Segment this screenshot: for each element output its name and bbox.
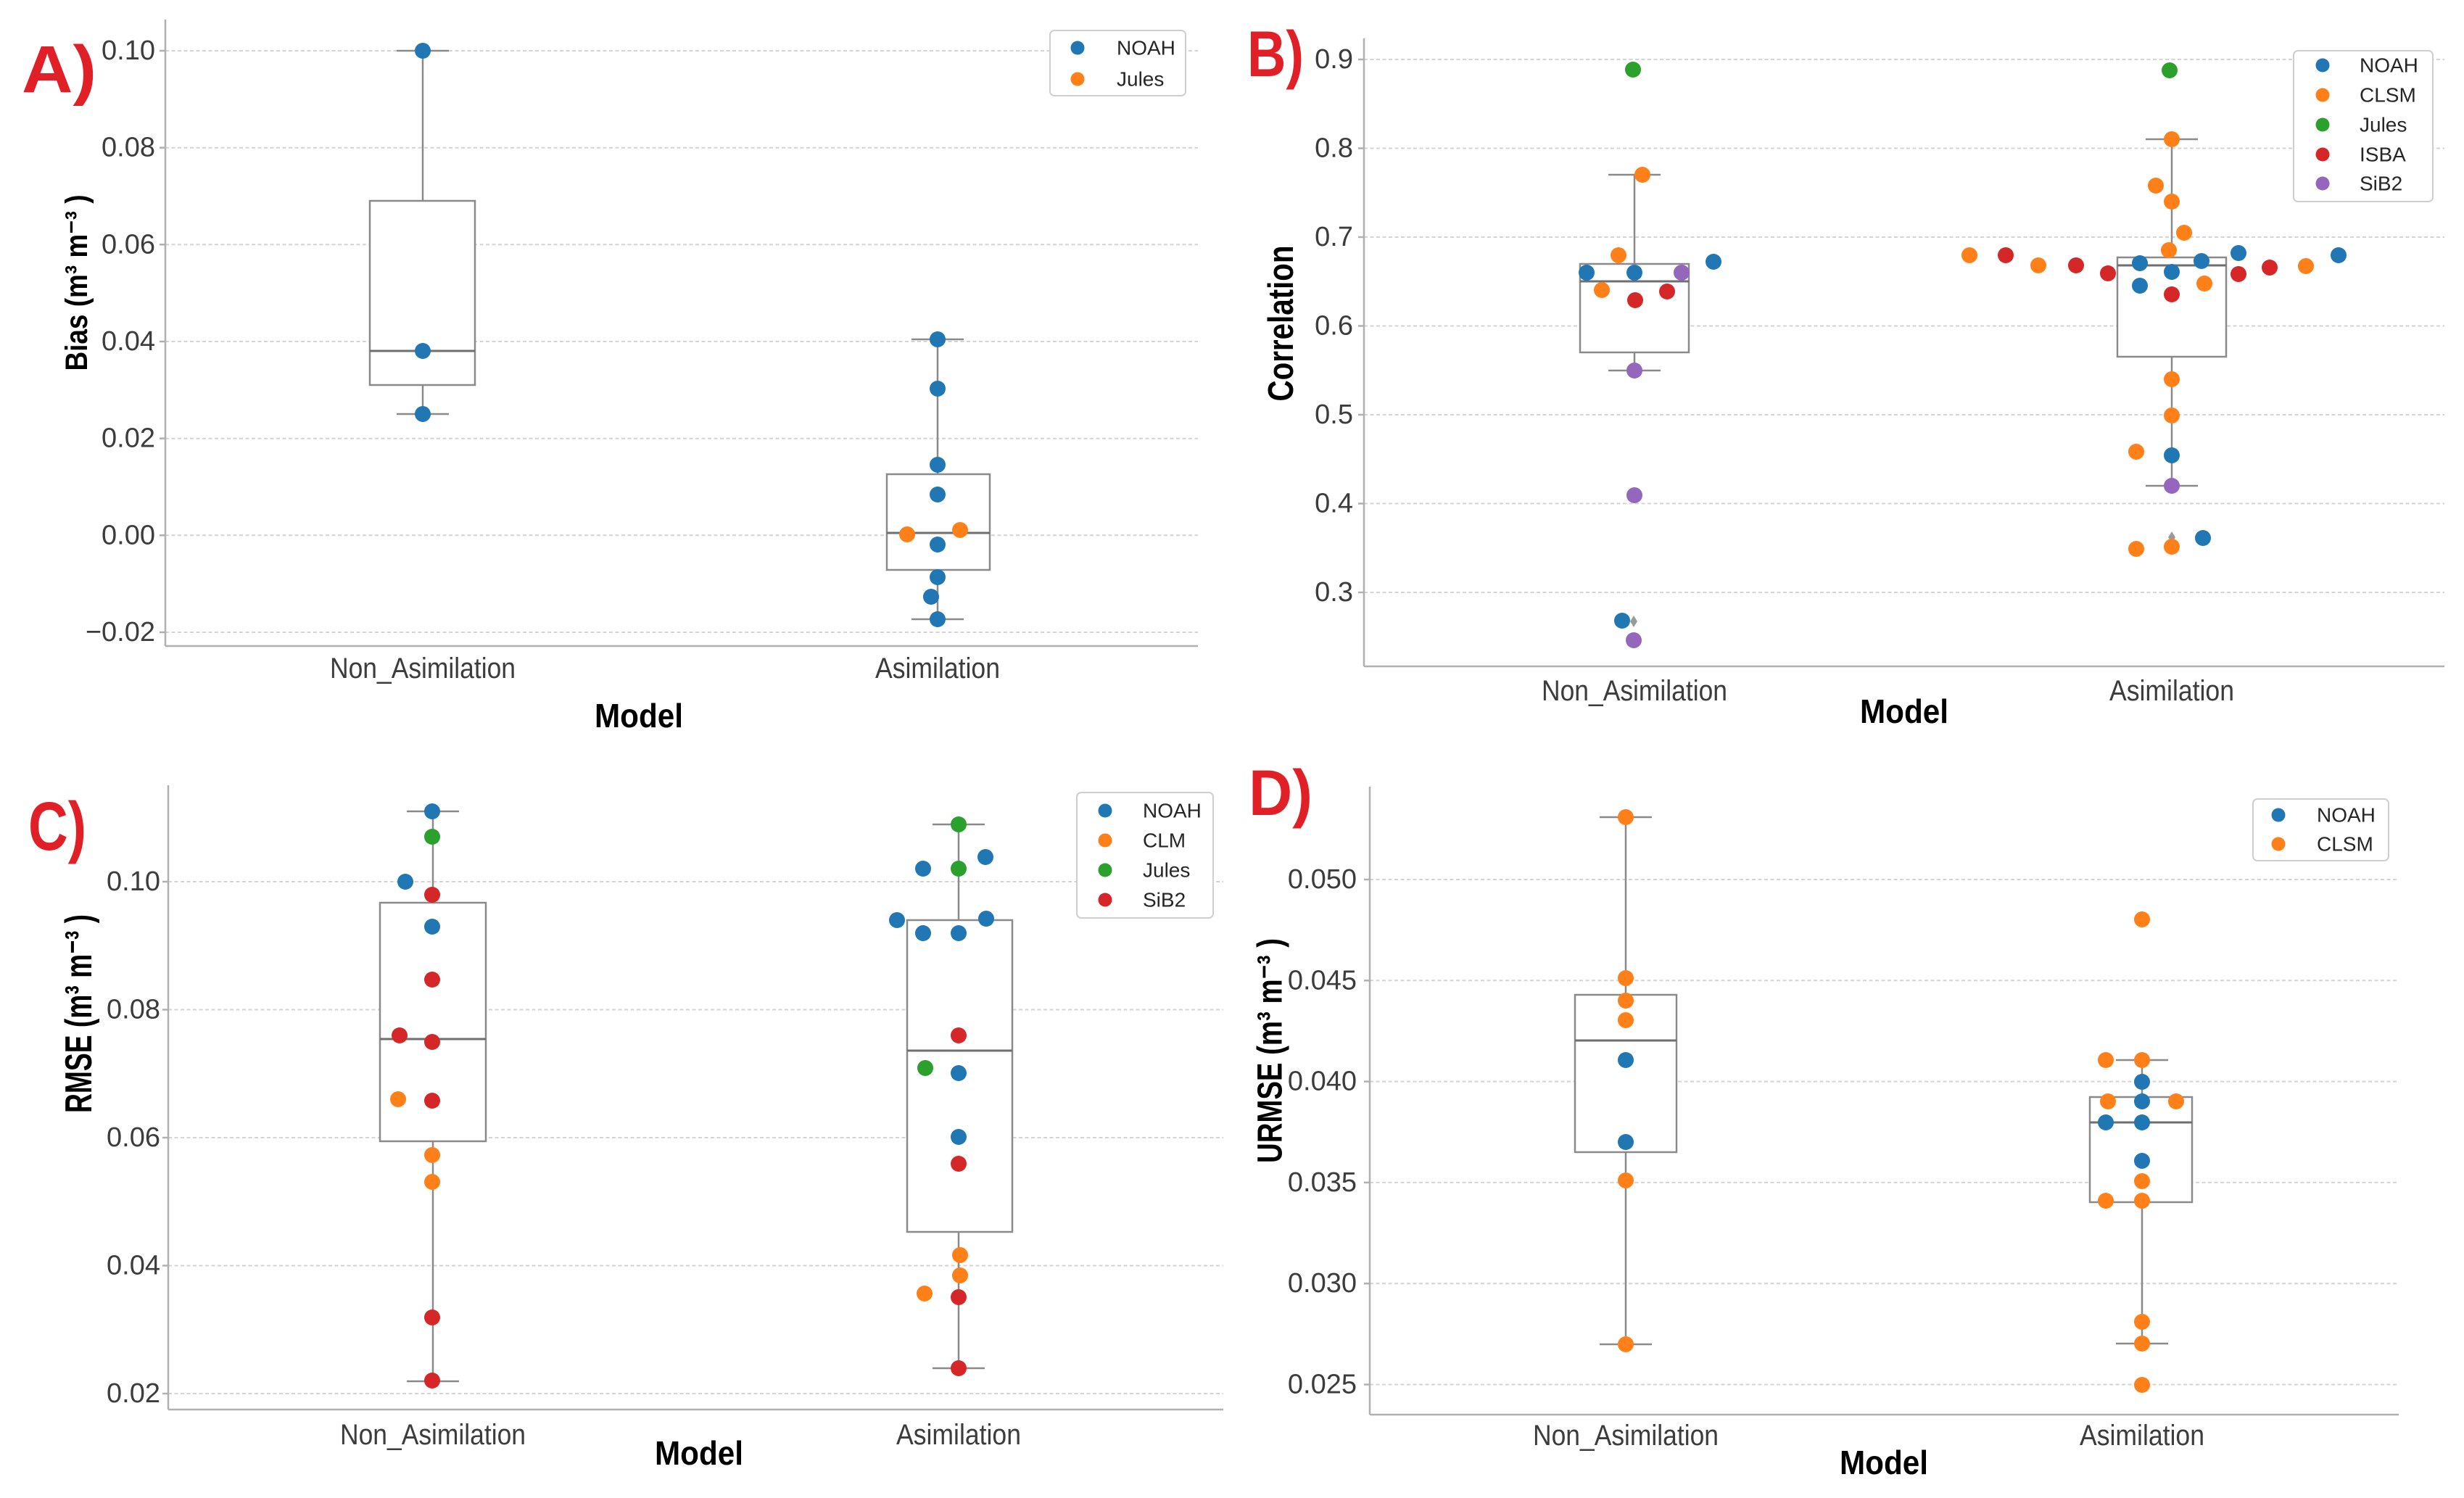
svg-text:0.7: 0.7 (1315, 222, 1353, 252)
svg-text:Jules: Jules (1117, 68, 1164, 91)
svg-text:NOAH: NOAH (1143, 800, 1202, 822)
svg-text:0.8: 0.8 (1315, 133, 1353, 164)
svg-text:0.08: 0.08 (102, 133, 155, 163)
svg-text:0.025: 0.025 (1288, 1370, 1357, 1400)
svg-text:0.040: 0.040 (1288, 1067, 1357, 1097)
svg-text:Model: Model (655, 1434, 743, 1472)
svg-text:C): C) (28, 788, 86, 865)
svg-text:0.6: 0.6 (1315, 311, 1353, 342)
svg-text:Asimilation: Asimilation (875, 653, 1000, 684)
svg-text:0.050: 0.050 (1288, 864, 1357, 895)
svg-text:0.10: 0.10 (107, 866, 160, 897)
svg-text:SiB2: SiB2 (1143, 889, 1186, 911)
svg-text:0.02: 0.02 (107, 1378, 160, 1409)
svg-text:0.035: 0.035 (1288, 1167, 1357, 1198)
svg-text:0.9: 0.9 (1315, 44, 1353, 75)
svg-text:D): D) (1249, 756, 1312, 829)
svg-text:B): B) (1247, 17, 1304, 90)
svg-text:CLSM: CLSM (2317, 833, 2373, 856)
svg-text:Non_Asimilation: Non_Asimilation (340, 1419, 526, 1451)
svg-text:Asimilation: Asimilation (2109, 675, 2234, 707)
svg-text:0.045: 0.045 (1288, 965, 1357, 996)
svg-text:0.10: 0.10 (102, 36, 155, 66)
svg-text:CLM: CLM (1143, 829, 1186, 852)
svg-text:0.00: 0.00 (102, 520, 155, 550)
svg-text:Model: Model (1860, 692, 1948, 730)
svg-text:Correlation: Correlation (1262, 246, 1301, 402)
svg-text:0.06: 0.06 (102, 229, 155, 260)
svg-text:0.04: 0.04 (107, 1251, 160, 1281)
svg-text:Non_Asimilation: Non_Asimilation (1542, 675, 1727, 707)
svg-text:RMSE (m³ m⁻³ ): RMSE (m³ m⁻³ ) (58, 914, 100, 1113)
svg-text:0.02: 0.02 (102, 423, 155, 454)
svg-text:0.4: 0.4 (1315, 489, 1353, 519)
svg-text:Asimilation: Asimilation (2080, 1420, 2204, 1452)
svg-text:Jules: Jules (1143, 859, 1190, 882)
svg-text:Non_Asimilation: Non_Asimilation (330, 653, 516, 684)
svg-text:0.06: 0.06 (107, 1122, 160, 1153)
svg-text:Asimilation: Asimilation (896, 1419, 1021, 1451)
svg-text:0.030: 0.030 (1288, 1268, 1357, 1299)
svg-text:ISBA: ISBA (2360, 144, 2406, 166)
svg-text:CLSM: CLSM (2360, 84, 2416, 107)
svg-text:−0.02: −0.02 (86, 617, 155, 647)
svg-text:NOAH: NOAH (1117, 37, 1175, 59)
svg-text:URMSE (m³ m⁻³ ): URMSE (m³ m⁻³ ) (1252, 938, 1290, 1163)
svg-text:Model: Model (595, 697, 683, 734)
svg-text:0.5: 0.5 (1315, 400, 1353, 430)
svg-text:SiB2: SiB2 (2360, 173, 2402, 195)
svg-text:0.3: 0.3 (1315, 577, 1353, 608)
svg-text:Bias (m³ m⁻³ ): Bias (m³ m⁻³ ) (59, 195, 94, 371)
svg-text:NOAH: NOAH (2360, 54, 2418, 77)
svg-text:0.08: 0.08 (107, 995, 160, 1025)
svg-text:A): A) (22, 33, 96, 107)
svg-text:Non_Asimilation: Non_Asimilation (1533, 1420, 1719, 1452)
svg-text:Jules: Jules (2360, 114, 2407, 136)
svg-text:0.04: 0.04 (102, 326, 155, 357)
svg-text:NOAH: NOAH (2317, 804, 2376, 827)
svg-text:Model: Model (1840, 1444, 1928, 1481)
